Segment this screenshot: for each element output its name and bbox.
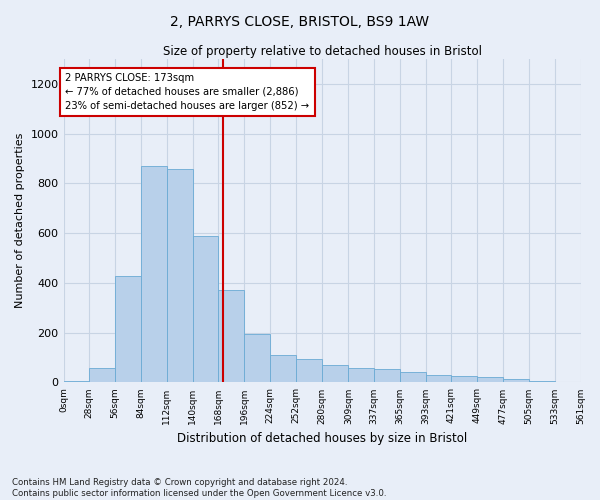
Y-axis label: Number of detached properties: Number of detached properties (15, 133, 25, 308)
Text: 2, PARRYS CLOSE, BRISTOL, BS9 1AW: 2, PARRYS CLOSE, BRISTOL, BS9 1AW (170, 15, 430, 29)
Bar (374, 369, 400, 382)
Bar (529, 381, 554, 382)
Bar (400, 372, 425, 382)
Bar (477, 378, 503, 382)
Bar (348, 368, 374, 382)
Bar (115, 276, 141, 382)
Bar (503, 378, 529, 382)
Bar (141, 166, 167, 382)
Bar (167, 168, 193, 382)
Bar (64, 381, 89, 382)
Bar (218, 290, 244, 382)
Bar (193, 236, 218, 382)
Bar (451, 376, 477, 382)
Bar (244, 334, 270, 382)
Bar (89, 368, 115, 382)
Bar (322, 365, 348, 382)
Bar (425, 375, 451, 382)
Title: Size of property relative to detached houses in Bristol: Size of property relative to detached ho… (163, 45, 482, 58)
X-axis label: Distribution of detached houses by size in Bristol: Distribution of detached houses by size … (177, 432, 467, 445)
Bar (270, 355, 296, 382)
Text: 2 PARRYS CLOSE: 173sqm
← 77% of detached houses are smaller (2,886)
23% of semi-: 2 PARRYS CLOSE: 173sqm ← 77% of detached… (65, 73, 310, 111)
Bar (296, 359, 322, 382)
Text: Contains HM Land Registry data © Crown copyright and database right 2024.
Contai: Contains HM Land Registry data © Crown c… (12, 478, 386, 498)
